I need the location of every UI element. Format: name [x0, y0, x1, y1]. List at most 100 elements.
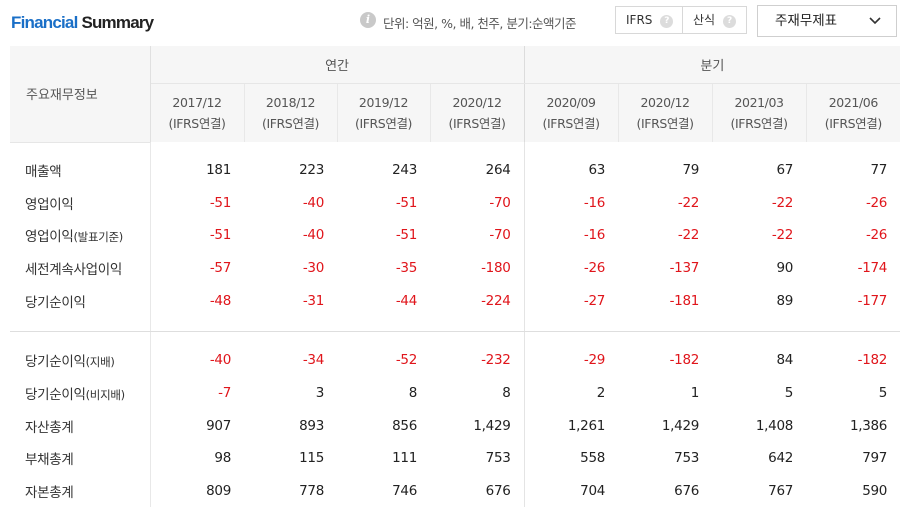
- value-cell: 77: [870, 161, 888, 178]
- value-cell: 809: [206, 483, 231, 500]
- value-cell: 2: [523, 376, 619, 410]
- period-date: 2017/12: [172, 95, 222, 110]
- period-basis: (IFRS연결): [824, 116, 882, 131]
- value-cell: -181: [669, 292, 700, 309]
- value-cell: -26: [865, 194, 888, 211]
- row-label[interactable]: 영업이익(발표기준): [10, 218, 151, 252]
- table-row: 당기순이익(지배) -40 -34 -52 -232 -29 -182 84 -182: [10, 343, 900, 377]
- value-cell: 767: [768, 483, 794, 500]
- value-cell: -16: [523, 186, 619, 219]
- financial-summary-table: 주요재무정보 연간 분기 2017/12 (IFRS연결) 2018/12 (IFRS…: [10, 46, 901, 508]
- row-label-text: 부채총계: [25, 452, 74, 469]
- row-label[interactable]: 세전계속사업이익: [10, 251, 151, 285]
- value-cell: 90: [776, 259, 794, 276]
- value-cell: -35: [395, 259, 417, 276]
- statement-select-value: 주재무제표: [775, 13, 838, 29]
- value-cell: 1,429: [661, 417, 700, 434]
- value-cell: -30: [302, 259, 324, 276]
- value-cell: 111: [392, 450, 417, 467]
- value-cell: 181: [206, 161, 231, 178]
- table-row: 자본총계 809 778 746 676 704 676 767 590: [10, 474, 900, 508]
- formula-button[interactable]: 산식?: [682, 6, 747, 34]
- value-cell: -40: [302, 194, 324, 211]
- table-row: 당기순이익 -48 -31 -44 -224 -27 -181 89 -177: [10, 284, 900, 317]
- period-header: 2017/12 (IFRS연결): [149, 83, 244, 142]
- value-cell: 778: [299, 483, 324, 500]
- value-cell: -137: [669, 259, 700, 276]
- value-cell: -26: [523, 251, 619, 285]
- table-row: 부채총계 98 115 111 753 558 753 642 797: [10, 442, 900, 475]
- value-cell: -22: [771, 194, 794, 211]
- row-label-text: 영업이익: [25, 229, 74, 246]
- value-cell: 5: [784, 384, 794, 401]
- value-cell: -51: [209, 194, 231, 211]
- period-date: 2018/12: [265, 95, 316, 110]
- value-cell: -44: [395, 292, 417, 309]
- period-header: 2021/03 (IFRS연결): [711, 83, 807, 142]
- row-label-text: 매출액: [25, 163, 62, 180]
- value-cell: 753: [674, 450, 700, 467]
- row-label-text: 당기순이익: [25, 386, 86, 403]
- value-cell: 642: [768, 450, 794, 467]
- table-row: 세전계속사업이익 -57 -30 -35 -180 -26 -137 90 -174: [10, 251, 900, 285]
- ifrs-button[interactable]: IFRS?: [615, 6, 683, 34]
- period-date: 2021/03: [734, 95, 784, 110]
- row-label-text: 당기순이익: [25, 354, 86, 371]
- label-column-header: 주요재무정보: [10, 46, 151, 143]
- period-header: 2018/12 (IFRS연결): [243, 83, 337, 142]
- value-cell: -180: [481, 259, 511, 276]
- period-basis: (IFRS연결): [542, 116, 600, 131]
- summary-header: Financial Summary i 단위: 억원, %, 배, 천주, 분기…: [0, 0, 905, 46]
- period-date: 2020/09: [546, 95, 596, 110]
- period-header: 2021/06 (IFRS연결): [805, 83, 901, 142]
- row-label[interactable]: 자본총계: [10, 474, 151, 508]
- period-header: 2020/09 (IFRS연결): [523, 83, 619, 142]
- value-cell: -70: [489, 194, 511, 211]
- period-date: 2019/12: [358, 95, 409, 110]
- row-label-suffix: (지배): [85, 355, 115, 370]
- value-cell: 907: [206, 417, 231, 434]
- value-cell: 746: [392, 483, 417, 500]
- unit-text: 단위: 억원, %, 배, 천주, 분기:순액기준: [383, 16, 577, 31]
- formula-label: 산식: [693, 13, 716, 27]
- formula-help-icon[interactable]: ?: [723, 15, 737, 28]
- value-cell: 84: [776, 352, 794, 369]
- value-cell: -182: [669, 352, 700, 369]
- table-row: 당기순이익(비지배) -7 3 8 8 2 1 5 5: [10, 376, 900, 410]
- period-date: 2020/12: [452, 95, 502, 110]
- row-label-text: 자산총계: [25, 419, 74, 436]
- value-cell: -174: [857, 259, 888, 276]
- value-cell: -31: [302, 292, 324, 309]
- period-basis: (IFRS연결): [261, 116, 320, 131]
- row-label[interactable]: 매출액: [10, 153, 151, 187]
- row-label[interactable]: 부채총계: [10, 442, 151, 475]
- annual-header: 연간: [150, 46, 525, 84]
- row-label[interactable]: 당기순이익: [10, 284, 151, 317]
- value-cell: -22: [677, 194, 700, 211]
- row-label-text: 영업이익: [25, 196, 74, 213]
- period-date: 2021/06: [828, 95, 879, 110]
- row-label-text: 자본총계: [25, 485, 74, 502]
- value-cell: -51: [209, 227, 231, 244]
- value-cell: 5: [878, 384, 888, 401]
- row-label[interactable]: 당기순이익(비지배): [10, 376, 151, 410]
- row-label[interactable]: 자산총계: [10, 409, 151, 442]
- value-cell: -34: [302, 352, 324, 369]
- row-label-text: 세전계속사업이익: [25, 261, 122, 278]
- value-cell: -22: [677, 227, 700, 244]
- value-cell: 1: [690, 384, 700, 401]
- value-cell: 558: [523, 442, 619, 475]
- row-label[interactable]: 영업이익: [10, 186, 151, 219]
- row-label[interactable]: 당기순이익(지배): [10, 343, 151, 377]
- table-row: 영업이익(발표기준) -51 -40 -51 -70 -16 -22 -22 -26: [10, 218, 900, 252]
- statement-select[interactable]: 주재무제표: [757, 5, 897, 37]
- value-cell: 243: [392, 161, 417, 178]
- info-icon[interactable]: i: [360, 12, 376, 28]
- ifrs-help-icon[interactable]: ?: [660, 15, 674, 28]
- value-cell: 856: [392, 417, 417, 434]
- value-cell: -27: [523, 284, 619, 317]
- period-basis: (IFRS연결): [168, 116, 226, 131]
- value-cell: 63: [523, 153, 619, 187]
- table-row: 매출액 181 223 243 264 63 79 67 77: [10, 153, 900, 187]
- title-summary: Summary: [81, 13, 154, 32]
